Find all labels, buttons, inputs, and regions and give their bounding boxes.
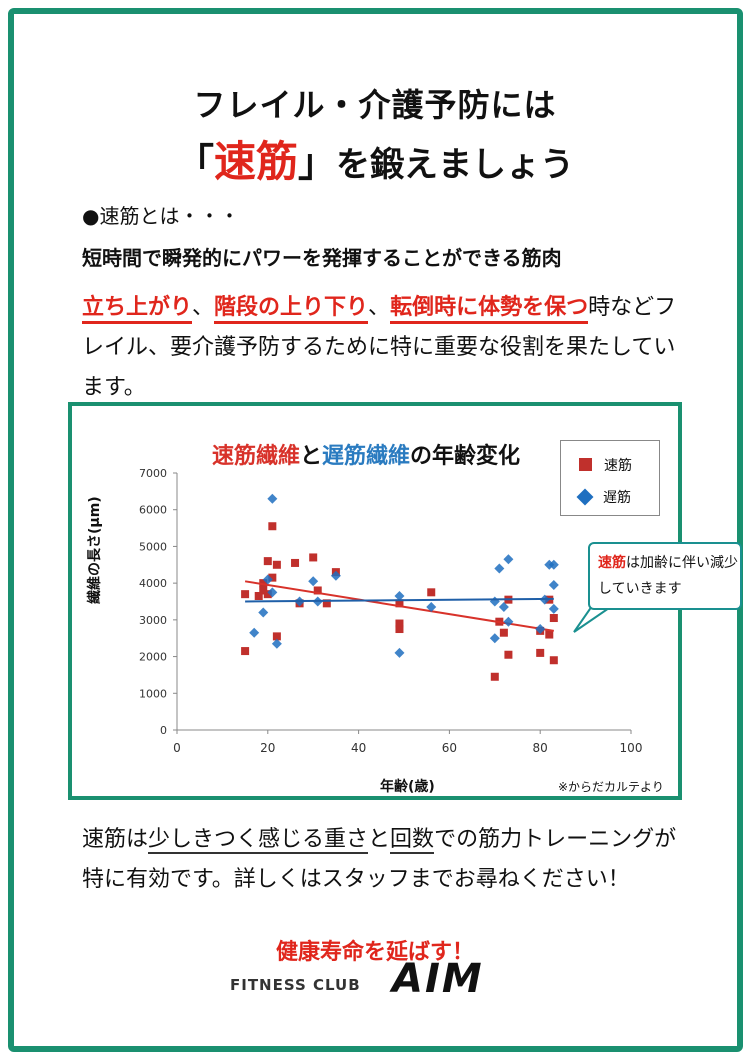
training-text-2: と <box>368 827 391 852</box>
training-text-1: 速筋は <box>82 827 149 852</box>
legend-item-fast: 速筋 <box>579 455 632 475</box>
page-title-line1: フレイル・介護予防には <box>193 86 557 124</box>
x-axis-label: 年齢(歳) <box>380 779 435 795</box>
chart-legend: 速筋 遅筋 <box>560 440 660 516</box>
chart-title-fast: 速筋繊維 <box>212 444 301 469</box>
legend-label-slow: 遅筋 <box>603 490 631 506</box>
title-rest: を鍛えましょう <box>336 145 575 185</box>
chart-title-and: と <box>300 444 323 469</box>
training-text-3: での筋力トレーニングが特に有効です。詳しくはスタッフまでお尋ねください！ <box>82 827 677 892</box>
highlight-stairs: 階段の上り下り <box>214 295 369 324</box>
page-title-line2: 「速筋」を鍛えましょう <box>0 128 750 189</box>
chart-title-slow: 遅筋繊維 <box>322 444 411 469</box>
slogan: 健康寿命を延ばす！ <box>275 940 474 965</box>
chart-title-rest: の年齢変化 <box>410 444 521 469</box>
title-close-bracket: 」 <box>298 141 337 185</box>
chart-callout: 速筋は加齢に伴い減少していきます <box>588 542 742 610</box>
role-text: 時などフレイル、要介護予防するために特に重要な役割を果たしています。 <box>82 295 677 400</box>
legend-diamond-icon <box>576 488 594 506</box>
chart-title: 速筋繊維と遅筋繊維の年齢変化 <box>212 438 520 470</box>
highlight-standing-up: 立ち上がり <box>82 295 193 324</box>
what-is-label: ●速筋とは・・・ <box>82 204 240 228</box>
chart-source: ※からだカルテより <box>558 780 664 794</box>
page-frame <box>8 8 743 1052</box>
brand-logo: FITNESS CLUB AIM <box>230 956 560 1002</box>
legend-item-slow: 遅筋 <box>576 487 631 507</box>
legend-label-fast: 速筋 <box>604 458 632 474</box>
title-open-bracket: 「 <box>175 141 214 185</box>
title-accent: 速筋 <box>213 137 298 186</box>
role-paragraph: 立ち上がり、階段の上り下り、転倒時に体勢を保つ時などフレイル、要介護予防するため… <box>82 288 682 408</box>
y-axis-label: 繊維の長さ(μm) <box>87 496 103 604</box>
training-underline-reps: 回数 <box>390 827 435 854</box>
separator: 、 <box>192 295 215 320</box>
brand-small-text: FITNESS CLUB <box>230 976 361 994</box>
highlight-balance: 転倒時に体勢を保つ <box>390 295 589 324</box>
training-underline-weight: 少しきつく感じる重さ <box>148 827 369 854</box>
legend-square-icon <box>579 458 592 471</box>
separator: 、 <box>368 295 391 320</box>
brand-big-text: AIM <box>392 956 484 1002</box>
callout-text: は加齢に伴い減少していきます <box>598 555 738 597</box>
training-paragraph: 速筋は少しきつく感じる重さと回数での筋力トレーニングが特に有効です。詳しくはスタ… <box>82 820 692 900</box>
callout-fast: 速筋 <box>598 555 626 571</box>
definition-text: 短時間で瞬発的にパワーを発揮することができる筋肉 <box>82 246 562 270</box>
